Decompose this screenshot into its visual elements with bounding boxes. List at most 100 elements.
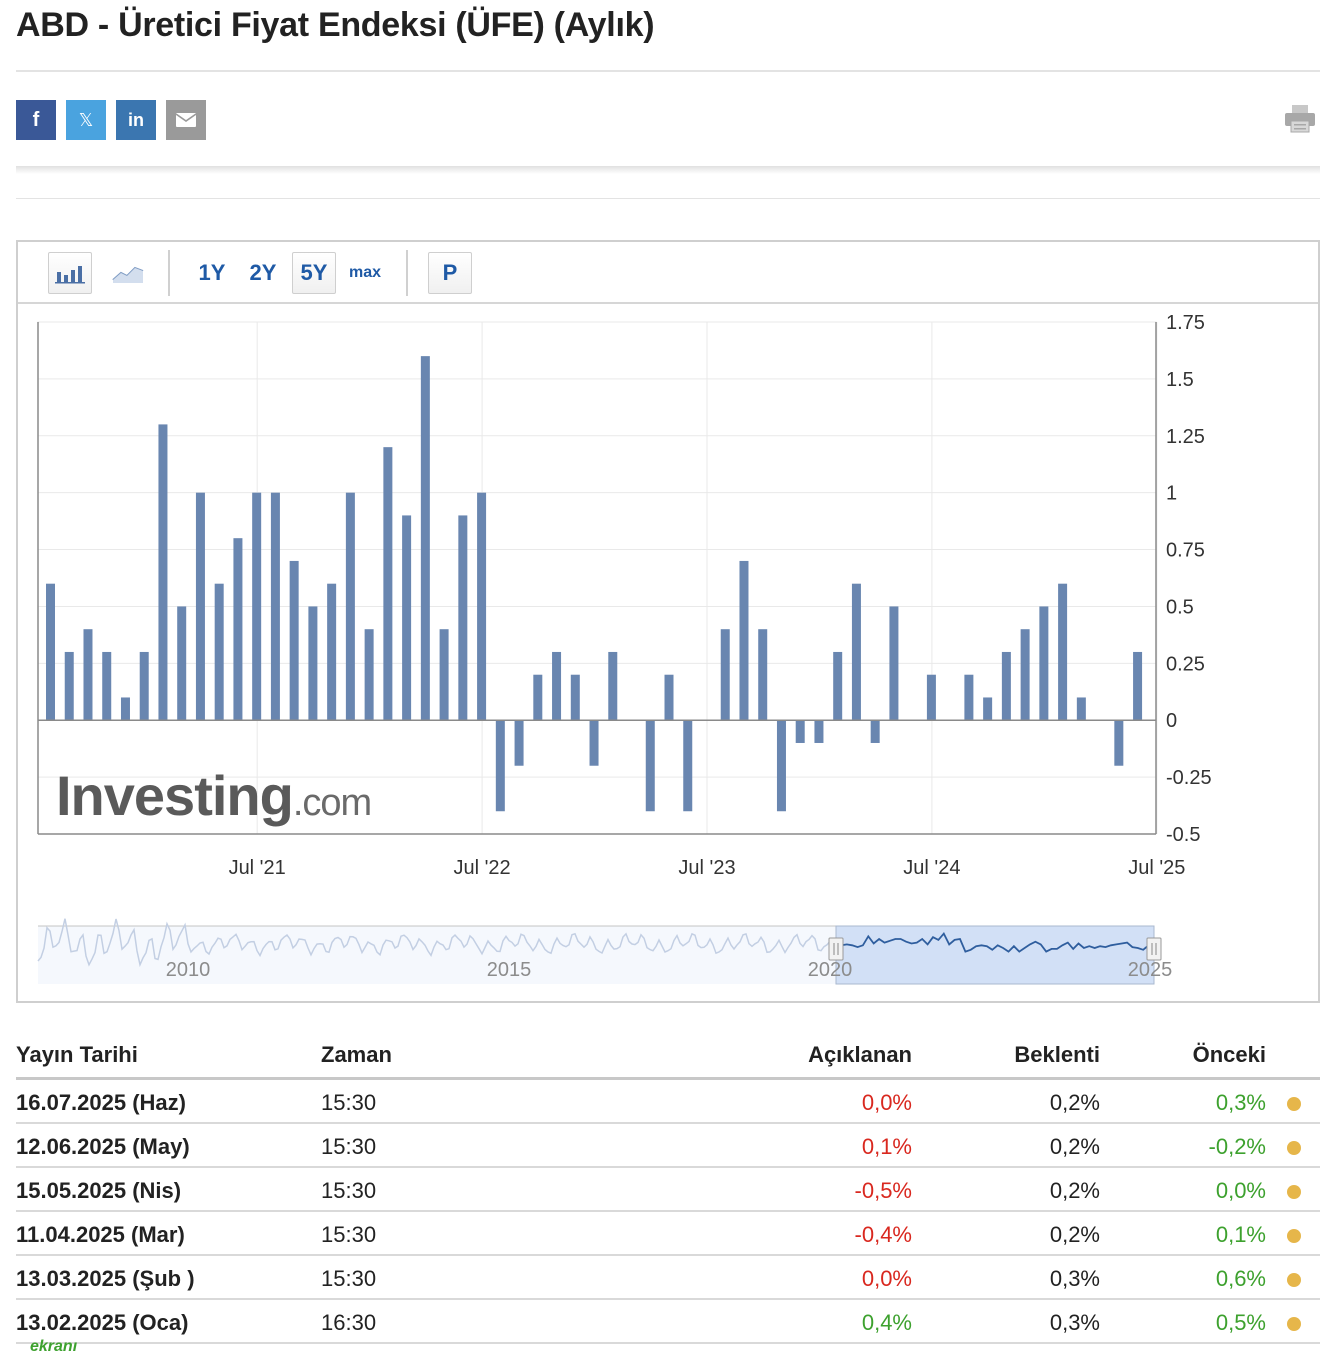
bar[interactable] [1058,583,1068,721]
facebook-share-button[interactable]: f [16,100,56,140]
linkedin-share-button[interactable]: in [116,100,156,140]
bar[interactable] [739,560,749,721]
header-time[interactable]: Zaman [321,1042,392,1067]
bar[interactable] [233,538,243,721]
bar[interactable] [533,674,543,721]
bar[interactable] [552,651,562,721]
bar[interactable] [139,651,149,721]
navigator-selection[interactable] [835,925,1155,985]
actual-value: 0,0% [861,1090,912,1115]
bar[interactable] [383,447,393,721]
table-row: 13.02.2025 (Oca) 16:30 0,4% 0,3% 0,5% [16,1300,1320,1344]
bar[interactable] [364,629,374,721]
bar[interactable] [214,583,224,721]
bar[interactable] [1001,651,1011,721]
bar[interactable] [683,720,693,812]
y-tick-label: 0 [1166,710,1177,732]
y-tick-label: 1.25 [1166,426,1205,448]
print-button[interactable] [1284,104,1316,134]
range-1y-button[interactable]: 1Y [192,252,232,294]
bar[interactable] [889,606,899,721]
bar[interactable] [514,720,524,766]
actual-value: 0,0% [861,1266,912,1291]
bar[interactable] [851,583,861,721]
bar[interactable] [83,629,93,721]
email-share-button[interactable] [166,100,206,140]
bar[interactable] [345,492,355,721]
navigator-handle[interactable] [1146,937,1162,961]
bar[interactable] [477,492,487,721]
bar[interactable] [795,720,805,743]
share-divider [16,166,1320,174]
header-date[interactable]: Yayın Tarihi [16,1042,138,1067]
range-2y-button[interactable]: 2Y [242,252,284,294]
navigator-history-line [37,918,837,968]
x-tick-label: Jul '24 [903,857,960,879]
bar[interactable] [570,674,580,721]
bar[interactable] [776,720,786,812]
release-date: 16.07.2025 (Haz) [16,1090,186,1115]
range-5y-button[interactable]: 5Y [292,252,336,294]
bar[interactable] [664,674,674,721]
bar[interactable] [402,515,412,721]
bar[interactable] [1076,697,1086,721]
importance-dot-icon [1287,1097,1301,1111]
bar[interactable] [46,583,55,721]
footer-logo: ekranı [30,1338,78,1355]
share-bar: f 𝕏 in [16,100,206,140]
bar[interactable] [814,720,824,743]
bar[interactable] [870,720,880,743]
x-tick-label: Jul '23 [678,857,735,879]
navigator[interactable]: 2010 2015 2020 2025 [37,918,1172,985]
bar[interactable] [833,651,843,721]
bar[interactable] [158,424,168,721]
bar[interactable] [252,492,262,721]
chart-toolbar: 1Y 2Y 5Y max P [18,242,1318,304]
navigator-handle[interactable] [828,937,844,961]
bar[interactable] [1039,606,1049,721]
line-chart-button[interactable] [108,252,148,294]
bar[interactable] [120,697,130,721]
watermark-text: Investing.com [56,764,371,827]
bar[interactable] [458,515,468,721]
header-actual[interactable]: Açıklanan [808,1042,912,1067]
bar[interactable] [645,720,655,812]
release-date: 12.06.2025 (May) [16,1134,190,1159]
release-time: 15:30 [321,1134,377,1159]
bar[interactable] [1114,720,1124,766]
bar[interactable] [608,651,618,721]
bar[interactable] [495,720,505,812]
bar[interactable] [177,606,187,721]
bar[interactable] [102,651,112,721]
bar[interactable] [270,492,280,721]
bar[interactable] [1020,629,1030,721]
header-previous[interactable]: Önceki [1192,1042,1266,1067]
bar[interactable] [327,583,337,721]
x-tick-label: Jul '22 [453,857,510,879]
bar-chart-button[interactable] [48,252,92,294]
section-divider [16,198,1320,199]
bar[interactable] [64,651,74,721]
bar[interactable] [758,629,768,721]
twitter-share-button[interactable]: 𝕏 [66,100,106,140]
bar[interactable] [720,629,730,721]
bar[interactable] [420,356,430,721]
bar[interactable] [964,674,974,721]
bar[interactable] [926,674,936,721]
table-header: Yayın Tarihi Zaman Açıklanan Beklenti Ön… [16,1034,1320,1080]
previous-value: 0,5% [1215,1310,1266,1335]
p-button[interactable]: P [428,252,472,294]
toolbar-separator [406,250,408,296]
bar[interactable] [439,629,449,721]
range-max-button[interactable]: max [344,252,386,294]
bar[interactable] [308,606,318,721]
y-tick-label: 0.5 [1166,596,1194,618]
bar[interactable] [195,492,205,721]
history-table: Yayın Tarihi Zaman Açıklanan Beklenti Ön… [16,1034,1320,1344]
header-forecast[interactable]: Beklenti [1014,1042,1100,1067]
bar[interactable] [589,720,599,766]
bar[interactable] [289,560,299,721]
bar[interactable] [983,697,993,721]
watermark: Investing.com [56,764,372,827]
bar[interactable] [1133,651,1143,721]
